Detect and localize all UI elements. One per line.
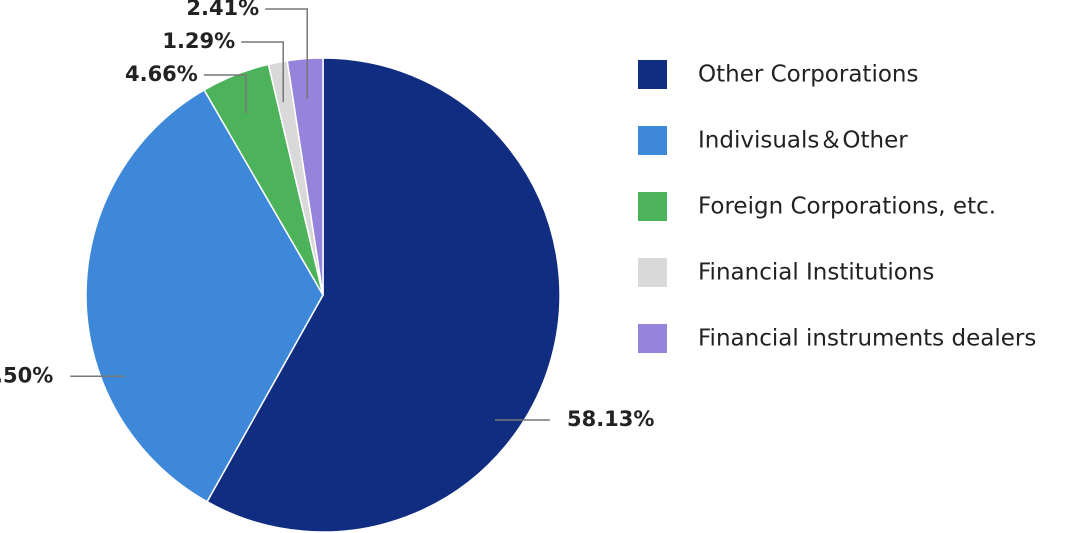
value-label: 2.41%: [186, 0, 259, 20]
value-label: 58.13%: [567, 407, 654, 431]
legend-label: Other Corporations: [698, 62, 918, 88]
leader-line: [203, 74, 247, 114]
legend-swatch: [638, 192, 667, 221]
legend-label: Financial Institutions: [698, 260, 934, 286]
pie-slice: [206, 57, 561, 533]
legend-swatch: [638, 258, 667, 287]
legend-label: Foreign Corporations, etc.: [698, 194, 996, 220]
leader-line: [241, 41, 284, 103]
legend-swatch: [638, 324, 667, 353]
legend-label: Financial instruments dealers: [698, 326, 1036, 352]
value-label: 33.50%: [0, 363, 53, 387]
value-label: 4.66%: [125, 62, 198, 86]
legend-swatch: [638, 126, 667, 155]
legend-label: Indivisuals＆Other: [698, 128, 908, 154]
value-label: 1.29%: [162, 29, 235, 53]
pie-slice: [286, 57, 324, 296]
leader-line: [265, 8, 308, 100]
legend-swatch: [638, 60, 667, 89]
